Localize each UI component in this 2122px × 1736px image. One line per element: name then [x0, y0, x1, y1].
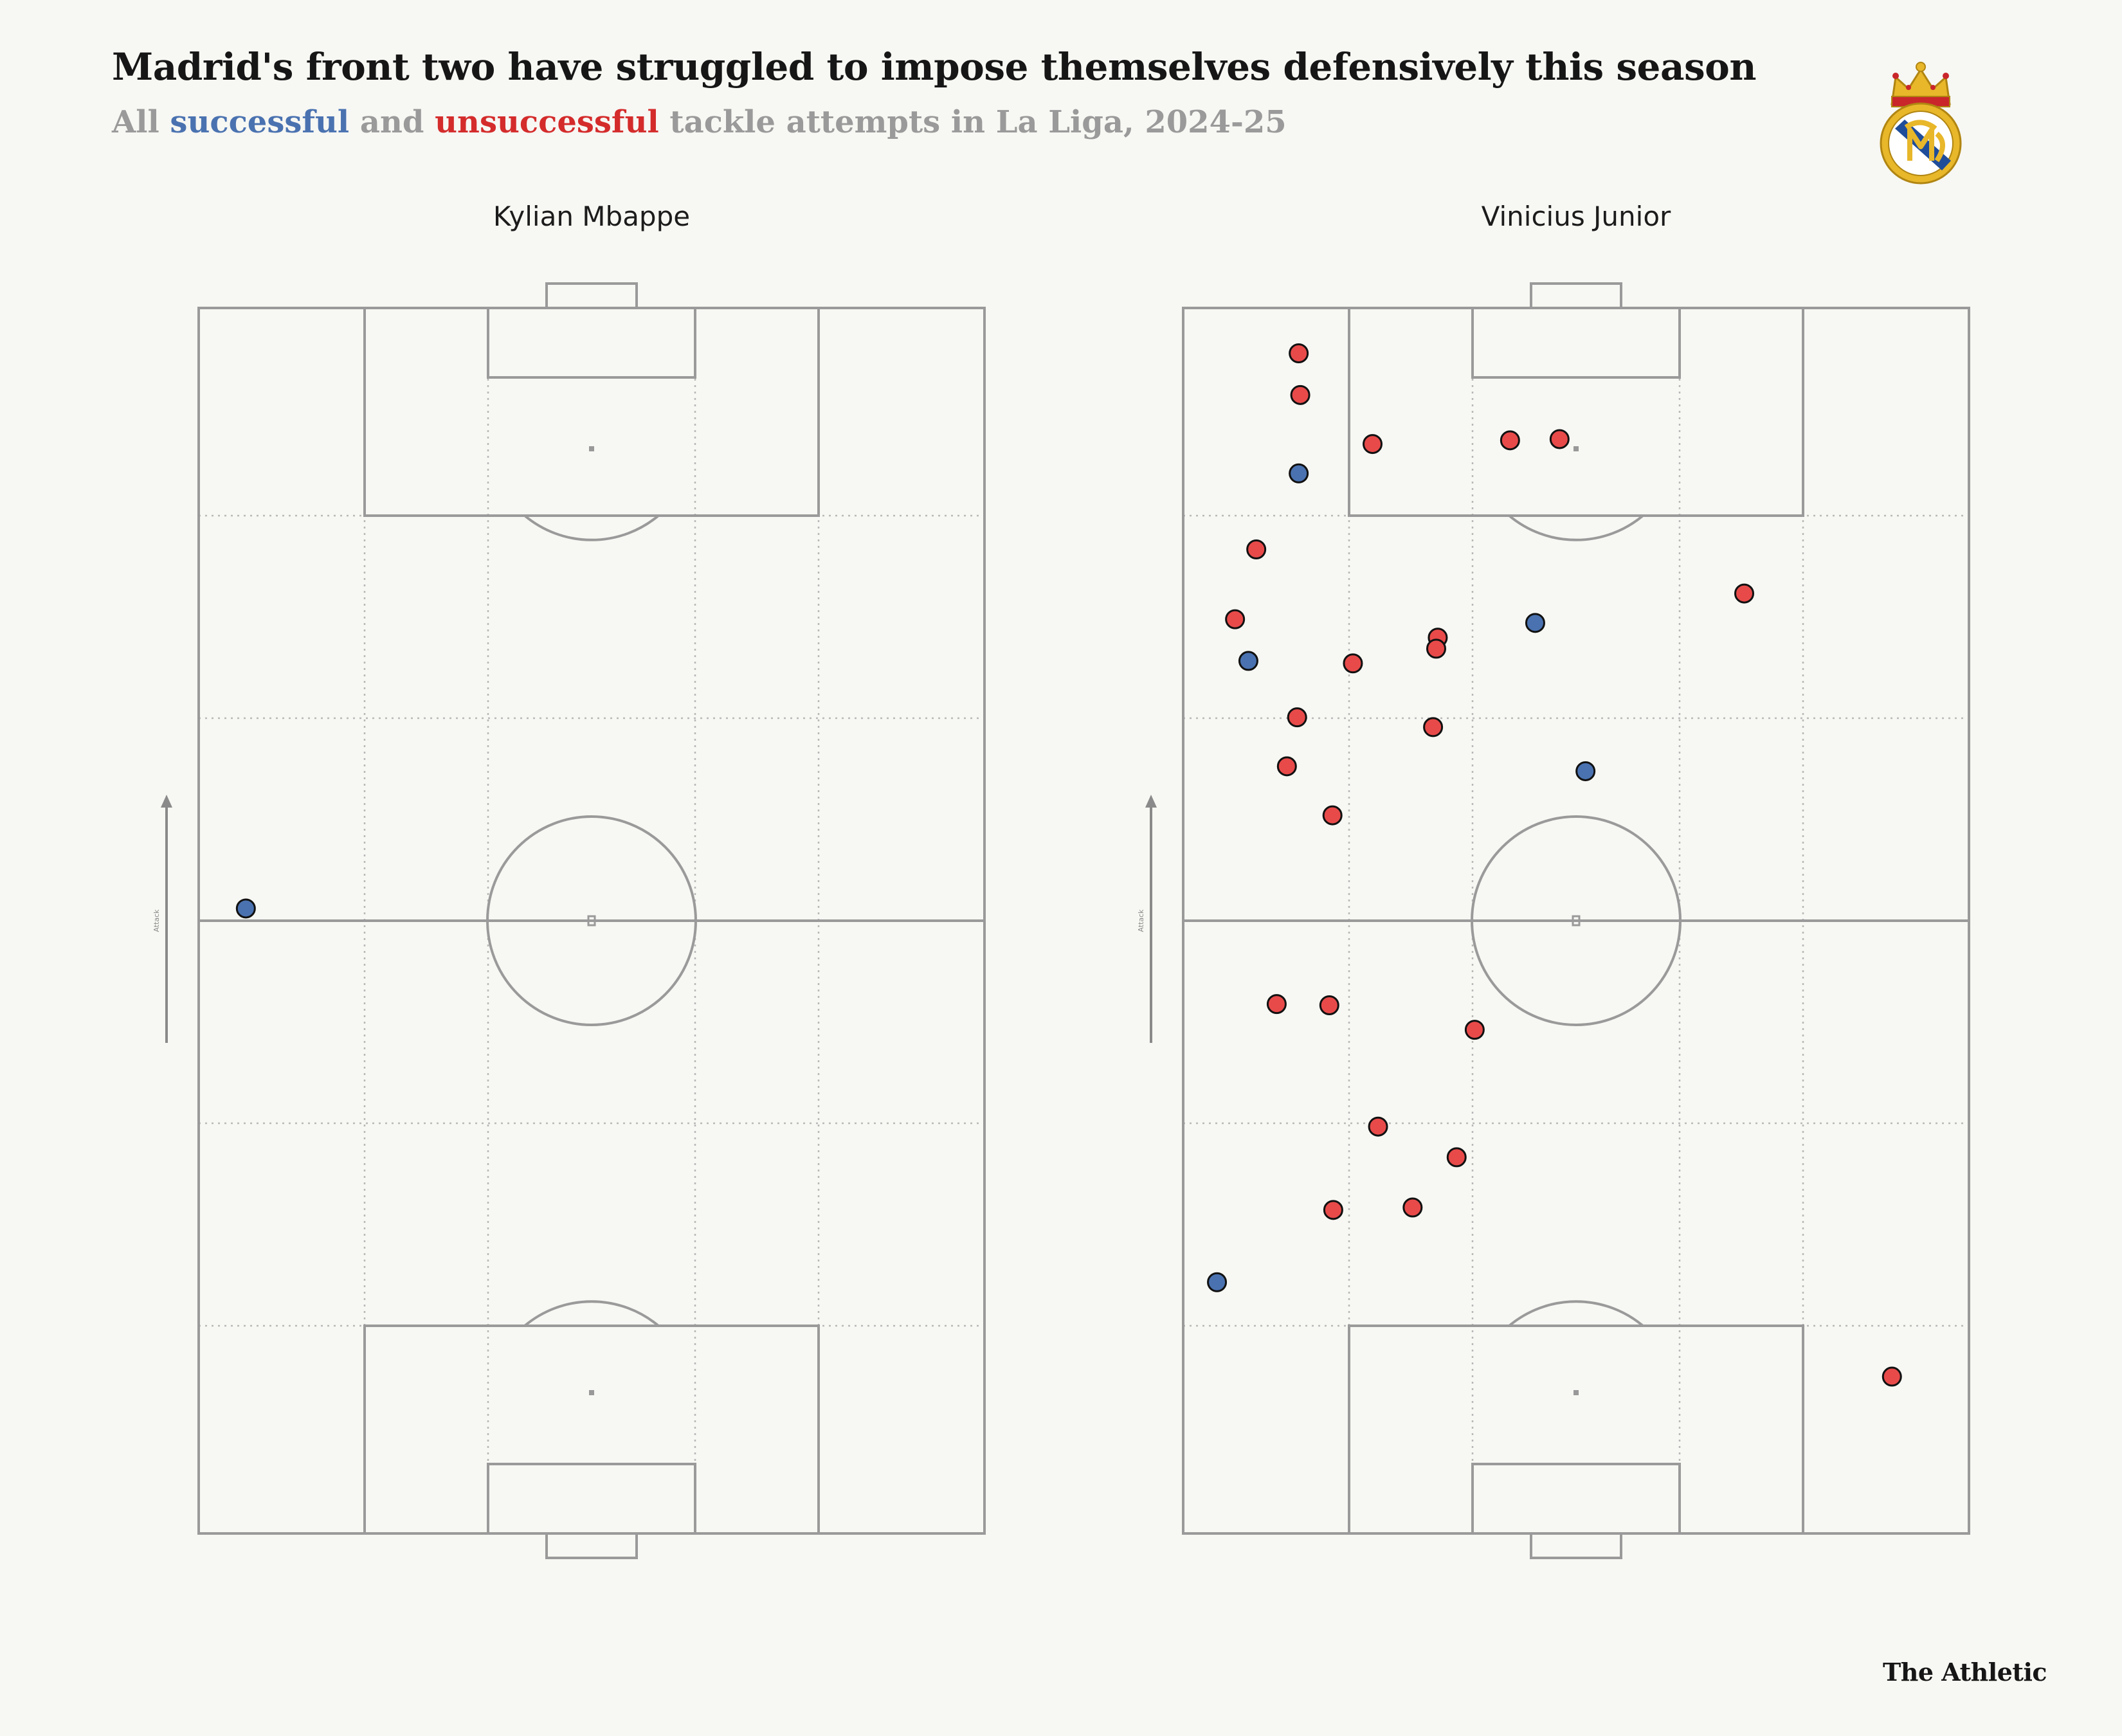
chart-subtitle: All successful and unsuccessful tackle a… — [112, 104, 1287, 140]
tackle-point-successful — [1525, 613, 1545, 633]
penalty-arc-bottom — [1508, 1300, 1644, 1327]
penalty-arc-top — [1508, 514, 1644, 541]
goal-bottom — [545, 1532, 638, 1559]
centre-spot — [587, 915, 596, 927]
panel-title-vinicius: Vinicius Junior — [1481, 201, 1671, 232]
tackle-point-unsuccessful — [1266, 994, 1287, 1015]
pitch-1: Attack — [1137, 282, 1970, 1559]
penalty-spot-bottom — [589, 1390, 594, 1395]
centre-circle — [1471, 815, 1682, 1026]
tackle-point-unsuccessful — [1319, 995, 1339, 1016]
six-yard-box-bottom — [487, 1463, 696, 1535]
tackle-point-unsuccessful — [1500, 430, 1520, 451]
tackle-point-unsuccessful — [1287, 707, 1307, 728]
source-credit: The Athletic — [1883, 1658, 2047, 1686]
tackle-point-successful — [1289, 463, 1309, 484]
centre-spot — [1572, 915, 1581, 927]
centre-circle — [486, 815, 697, 1026]
attack-arrow-head — [161, 795, 172, 808]
attack-direction-label: Attack — [1137, 909, 1145, 932]
pitch-0: Attack — [152, 282, 986, 1559]
tackle-point-unsuccessful — [1464, 1020, 1485, 1040]
tackle-point-unsuccessful — [1402, 1197, 1423, 1218]
tackle-point-unsuccessful — [1363, 434, 1383, 455]
tackle-point-unsuccessful — [1276, 756, 1297, 777]
penalty-arc-bottom — [523, 1300, 660, 1327]
penalty-box-top — [363, 307, 820, 517]
tackle-point-successful — [1238, 651, 1258, 671]
penalty-spot-top — [589, 446, 594, 451]
tackle-point-unsuccessful — [1246, 539, 1267, 559]
penalty-spot-top — [1573, 446, 1579, 451]
real-madrid-crest-icon — [1880, 62, 1962, 185]
tackle-point-successful — [1207, 1272, 1228, 1292]
tackle-point-unsuccessful — [1343, 653, 1363, 674]
subtitle-prefix: All — [112, 104, 170, 140]
tackle-point-unsuccessful — [1734, 583, 1755, 604]
subtitle-middle: and — [349, 104, 435, 140]
tackle-point-unsuccessful — [1446, 1147, 1467, 1168]
tackle-point-successful — [1575, 761, 1596, 781]
subtitle-suffix: tackle attempts in La Liga, 2024-25 — [658, 104, 1287, 140]
six-yard-box-top — [487, 307, 696, 379]
penalty-arc-top — [523, 514, 660, 541]
legend-successful: successful — [170, 104, 350, 140]
tackle-point-unsuccessful — [1323, 1200, 1343, 1220]
tackle-point-unsuccessful — [1322, 805, 1343, 826]
attack-arrow-head — [1145, 795, 1157, 808]
six-yard-box-bottom — [1471, 1463, 1681, 1535]
tackle-point-successful — [235, 898, 256, 919]
attack-direction-label: Attack — [152, 909, 161, 932]
tackle-point-unsuccessful — [1225, 609, 1246, 629]
goal-top — [1530, 282, 1622, 309]
tackle-point-unsuccessful — [1423, 717, 1444, 737]
six-yard-box-top — [1471, 307, 1681, 379]
chart-title: Madrid's front two have struggled to imp… — [112, 45, 1757, 89]
tackle-point-unsuccessful — [1549, 429, 1570, 449]
tackle-point-unsuccessful — [1882, 1366, 1902, 1387]
tackle-point-unsuccessful — [1289, 343, 1309, 364]
tackle-point-unsuccessful — [1426, 638, 1446, 659]
penalty-box-bottom — [1348, 1325, 1804, 1535]
penalty-box-bottom — [363, 1325, 820, 1535]
goal-top — [545, 282, 638, 309]
panel-title-mbappe: Kylian Mbappe — [493, 201, 691, 232]
tackle-point-unsuccessful — [1290, 384, 1310, 405]
penalty-spot-bottom — [1573, 1390, 1579, 1395]
goal-bottom — [1530, 1532, 1622, 1559]
tackle-point-unsuccessful — [1368, 1116, 1388, 1137]
legend-unsuccessful: unsuccessful — [435, 104, 659, 140]
penalty-box-top — [1348, 307, 1804, 517]
